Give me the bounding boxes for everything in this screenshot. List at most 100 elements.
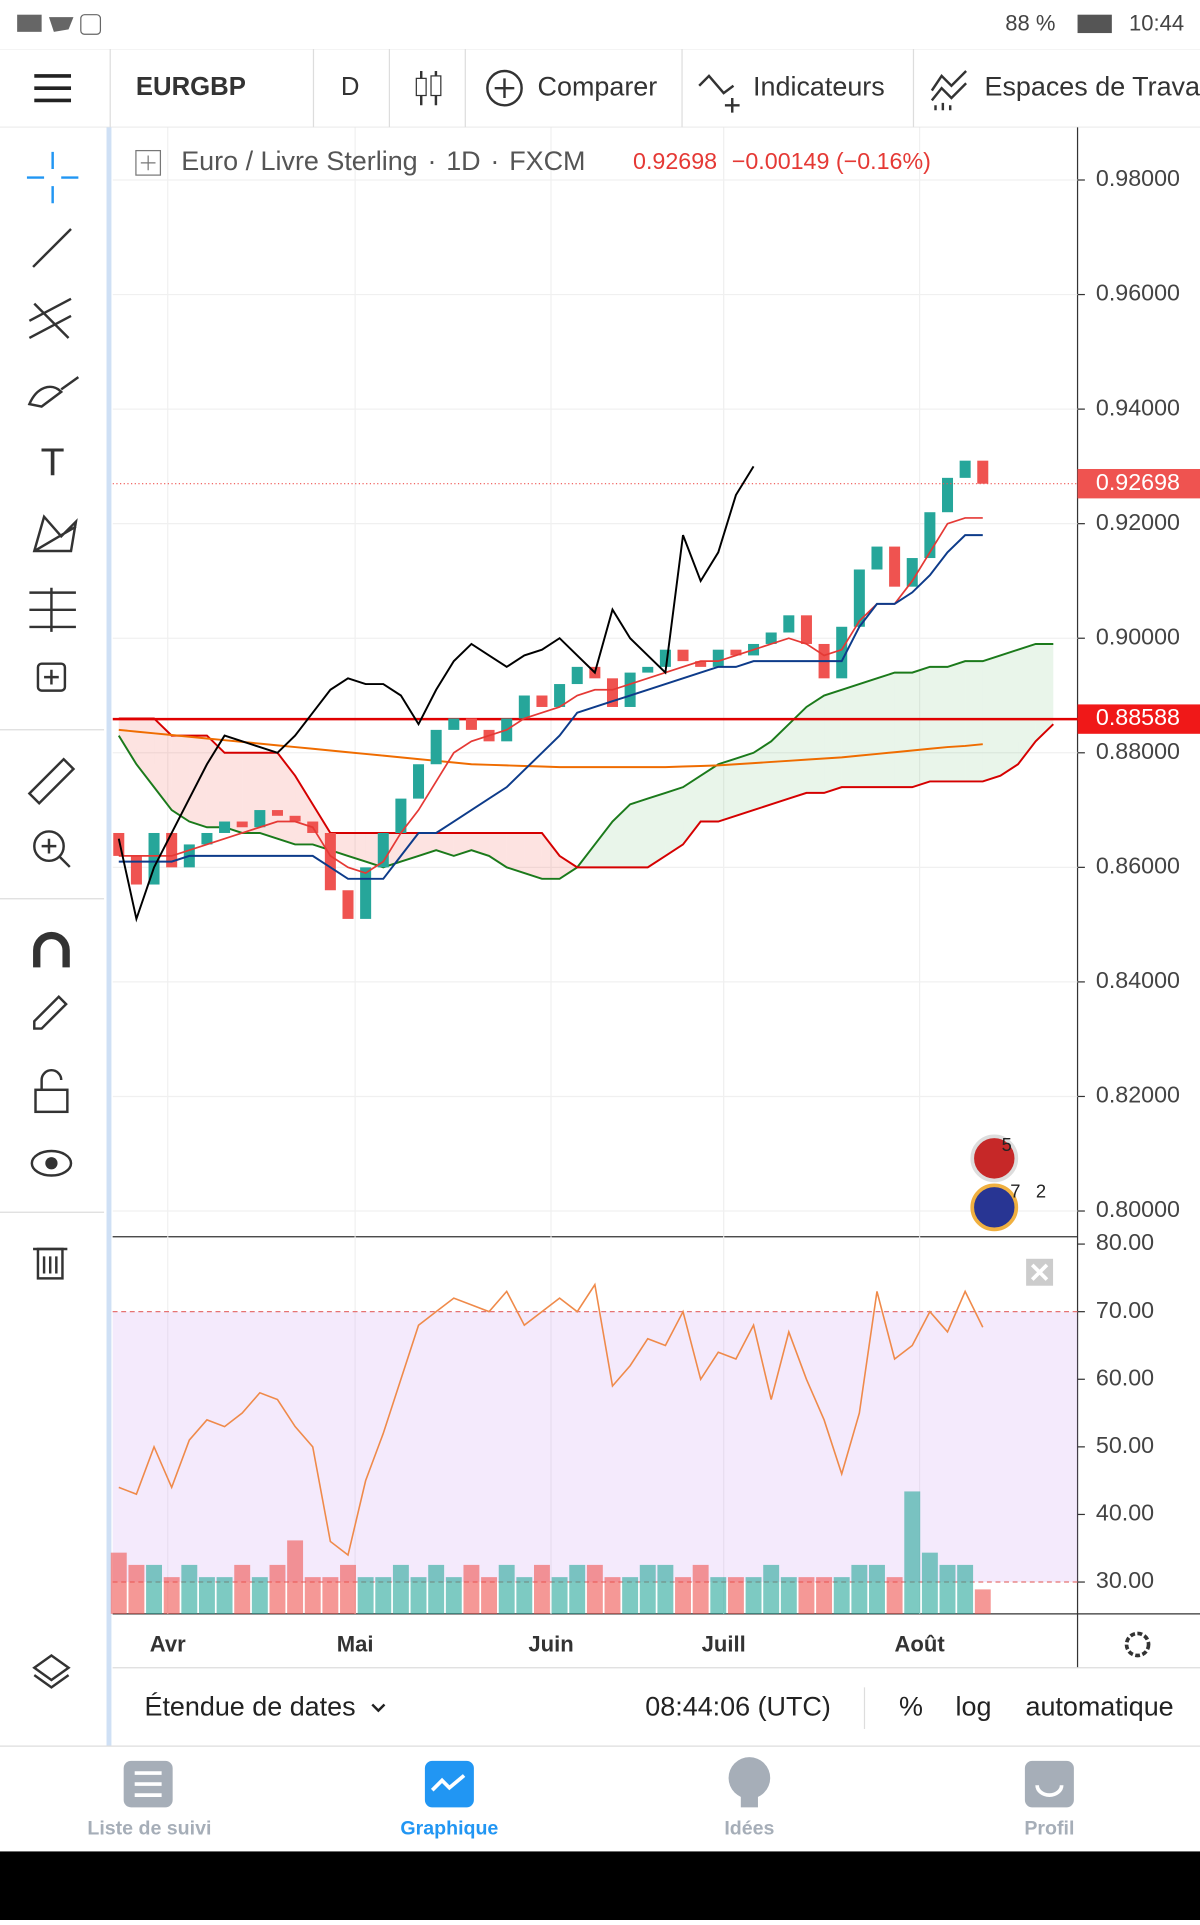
- cloud: [929, 666, 948, 782]
- candle: [959, 460, 971, 478]
- fib-tool[interactable]: [28, 297, 72, 340]
- volume-bar: [904, 1491, 921, 1614]
- volume-bar: [551, 1577, 568, 1614]
- volume-bar: [869, 1564, 885, 1614]
- layers-button[interactable]: [32, 1654, 71, 1689]
- candle: [624, 672, 636, 707]
- volume-bar: [745, 1577, 762, 1614]
- volume-bar: [675, 1577, 691, 1614]
- settings-button[interactable]: [1124, 1631, 1151, 1658]
- tool-panel: T: [0, 127, 112, 1747]
- candle: [360, 867, 372, 919]
- rsi-tick-label: 30.00: [1096, 1567, 1154, 1593]
- candle: [836, 626, 848, 679]
- rsi-tick-label: 50.00: [1096, 1432, 1154, 1458]
- percent-toggle[interactable]: %: [899, 1691, 923, 1721]
- brush-tool[interactable]: [27, 376, 80, 408]
- text-tool[interactable]: T: [41, 442, 65, 485]
- candle: [783, 615, 795, 633]
- nav-chart[interactable]: Graphique: [400, 1818, 498, 1840]
- uk-event-flag[interactable]: [970, 1134, 1019, 1183]
- chart-icon[interactable]: [424, 1760, 474, 1808]
- menu-button[interactable]: [34, 74, 72, 103]
- indicators-button[interactable]: Indicateurs: [753, 71, 885, 101]
- event-count: 7: [1010, 1180, 1020, 1201]
- lock-drawing[interactable]: [33, 995, 68, 1030]
- zoom-tool[interactable]: [33, 830, 65, 863]
- layouts-button[interactable]: Espaces de Travail: [984, 71, 1200, 101]
- nav-ideas[interactable]: Idées: [724, 1818, 774, 1840]
- trendline-tool[interactable]: [32, 228, 72, 268]
- volume-bar: [445, 1577, 462, 1614]
- visibility-tool[interactable]: [30, 1149, 73, 1177]
- date-range-button[interactable]: Étendue de dates: [144, 1691, 355, 1721]
- nav-profile[interactable]: Profil: [1024, 1818, 1074, 1840]
- tenkan-line: [118, 517, 983, 875]
- unlock-tool[interactable]: [34, 1088, 69, 1114]
- last-price-bg: [1077, 468, 1200, 499]
- rsi-tick-label: 40.00: [1096, 1500, 1154, 1526]
- span_a-line: [117, 642, 1054, 880]
- volume-bar: [604, 1577, 621, 1614]
- y-tick-label: 0.80000: [1096, 1196, 1180, 1222]
- volume-bar: [921, 1552, 938, 1614]
- ideas-icon[interactable]: [728, 1757, 771, 1799]
- volume-bar: [957, 1564, 974, 1614]
- profile-icon[interactable]: [1024, 1760, 1074, 1808]
- candle: [219, 821, 231, 833]
- cloud: [418, 832, 437, 856]
- compare-icon: [486, 69, 523, 107]
- crosshair-tool[interactable]: [26, 151, 79, 204]
- visibility-tool: [45, 1157, 58, 1170]
- cloud: [154, 718, 172, 811]
- y-tick-label: 0.94000: [1096, 394, 1180, 420]
- level-label-bg: [1077, 704, 1200, 734]
- candle: [554, 684, 566, 707]
- candle: [395, 798, 407, 833]
- chart-icon: [430, 1774, 466, 1792]
- volume-bar: [216, 1577, 233, 1614]
- ideas-icon: [740, 1795, 758, 1808]
- candle: [536, 695, 548, 707]
- cloud: [647, 792, 666, 868]
- eu-event-flag[interactable]: [970, 1183, 1019, 1232]
- event-count: 5: [1002, 1134, 1012, 1155]
- ruler-tool[interactable]: [27, 757, 76, 805]
- rsi-line: [118, 1282, 984, 1557]
- more-tools[interactable]: [36, 662, 67, 692]
- candle: [448, 718, 460, 730]
- prediction-tool[interactable]: [29, 587, 76, 632]
- auto-toggle[interactable]: automatique: [1025, 1691, 1173, 1721]
- cloud: [718, 758, 736, 822]
- symbol[interactable]: EURGBP: [136, 73, 246, 101]
- log-toggle[interactable]: log: [956, 1691, 992, 1721]
- utc-clock: 08:44:06 (UTC): [645, 1691, 831, 1721]
- cloud: [348, 832, 366, 862]
- candle: [130, 855, 142, 885]
- separator: ·: [490, 146, 499, 176]
- status-bar: [0, 0, 1200, 49]
- volume-bar: [586, 1564, 603, 1614]
- interval[interactable]: D: [341, 73, 360, 101]
- cloud: [753, 741, 772, 811]
- pattern-tool[interactable]: [32, 514, 78, 553]
- volume-bar: [939, 1564, 956, 1614]
- candle: [430, 729, 442, 765]
- y-tick-label: 0.86000: [1096, 852, 1180, 878]
- candle: [413, 764, 425, 799]
- volume-bar: [269, 1564, 286, 1614]
- volume-bar: [146, 1564, 162, 1614]
- candle: [712, 649, 724, 667]
- candle: [977, 460, 989, 484]
- candle: [730, 649, 742, 656]
- magnet-tool[interactable]: [33, 931, 70, 968]
- compare-button[interactable]: Comparer: [538, 71, 658, 101]
- candle: [677, 649, 689, 662]
- nav-watchlist[interactable]: Liste de suivi: [87, 1818, 211, 1840]
- quote: 0.92698 −0.00149 (−0.16%): [633, 148, 931, 174]
- cloud: [506, 832, 525, 874]
- price-change: −0.00149 (−0.16%): [732, 148, 931, 174]
- rsi-tick-label: 70.00: [1096, 1297, 1154, 1323]
- volume-bar: [410, 1577, 427, 1614]
